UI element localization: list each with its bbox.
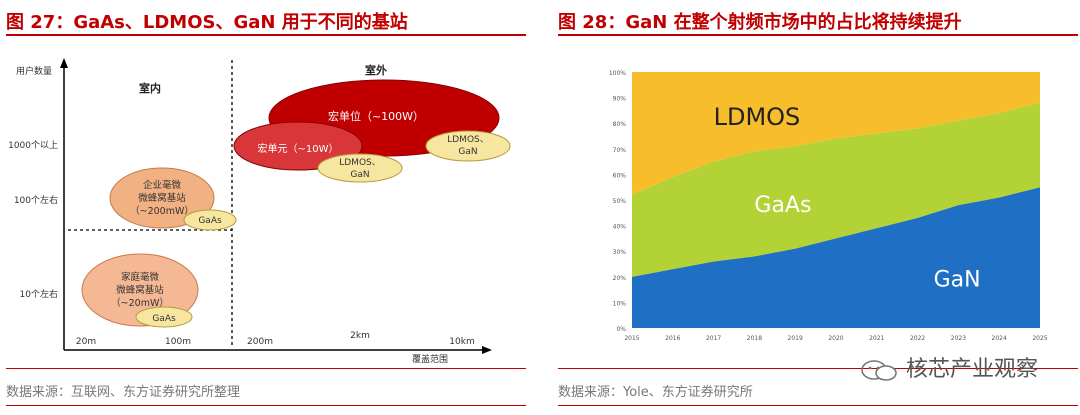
right-title-rule xyxy=(558,34,1078,36)
right-source-rule xyxy=(558,368,1078,369)
x-tick-label: 2021 xyxy=(869,335,884,342)
right-figure-title: 图 28：GaN 在整个射频市场中的占比将持续提升 xyxy=(558,12,962,33)
x-tick-label: 100m xyxy=(165,337,191,347)
enterprise-femtocell-label: 企业毫微 xyxy=(143,179,182,191)
ldmos-gan-macro-bubble xyxy=(425,130,511,162)
home-femtocell-label: （~20mW） xyxy=(111,297,169,309)
x-tick-label: 2023 xyxy=(951,335,966,342)
y-tick-label: 0% xyxy=(616,326,626,333)
gaas-enterprise-label: GaAs xyxy=(198,216,222,226)
right-bottom-rule xyxy=(558,405,1078,406)
x-tick-label: 2017 xyxy=(706,335,721,342)
gaas-home-bubble xyxy=(135,306,193,328)
rf-market-share-chart: 0% 10% 20% 30% 40% 50% 60% 70% 80% 90% 100% GaN GaAs… xyxy=(609,70,1048,342)
gaas-enterprise-bubble xyxy=(183,209,237,231)
wechat-icon xyxy=(861,360,897,381)
y-tick-label: 40% xyxy=(613,224,627,231)
left-figure-panel: 图 27：GaAs、LDMOS、GaN 用于不同的基站 用户数量 覆盖范围 10… xyxy=(0,0,530,415)
ldmos-gan-micro-label: GaN xyxy=(350,170,369,180)
left-bottom-rule xyxy=(6,405,526,406)
region-indoor-label: 室内 xyxy=(139,81,161,95)
y-tick-label: 100个左右 xyxy=(14,194,58,206)
x-tick-label: 2024 xyxy=(992,335,1007,342)
enterprise-femtocell-label: 微蜂窝基站 xyxy=(138,192,186,204)
x-tick-label: 2020 xyxy=(828,335,843,342)
x-tick-label: 2km xyxy=(350,331,370,341)
y-tick-label: 30% xyxy=(613,249,627,256)
x-tick-label: 2015 xyxy=(624,335,639,342)
area-gan-series xyxy=(632,187,1040,328)
x-tick-label: 2018 xyxy=(747,335,762,342)
x-tick-label: 2022 xyxy=(910,335,925,342)
series-label-ldmos: LDMOS xyxy=(714,103,801,131)
enterprise-femtocell-bubble xyxy=(109,167,215,229)
watermark-text: 核芯产业观察 xyxy=(905,357,1038,382)
y-tick-label: 100% xyxy=(609,70,626,77)
x-axis-arrow xyxy=(482,346,492,354)
y-tick-label: 10个左右 xyxy=(20,288,58,300)
series-label-gaas: GaAs xyxy=(754,193,811,218)
enterprise-femtocell-label: （~200mW） xyxy=(130,205,194,217)
left-title-rule xyxy=(6,34,526,36)
watermark: 核芯产业观察 xyxy=(859,351,1038,383)
macro-cell-label: 宏单位（~100W） xyxy=(328,109,424,123)
y-tick-label: 1000个以上 xyxy=(8,140,58,151)
x-tick-label: 200m xyxy=(247,337,273,347)
x-tick-label: 10km xyxy=(449,337,474,347)
base-station-diagram: 用户数量 覆盖范围 1000个以上 100个左右 10个左右 20m 100m … xyxy=(8,58,511,365)
y-tick-label: 90% xyxy=(613,96,627,103)
x-tick-label: 2016 xyxy=(665,335,680,342)
home-femtocell-label: 家庭毫微 xyxy=(121,271,160,283)
y-tick-label: 60% xyxy=(613,172,627,179)
area-gaas-series xyxy=(632,102,1040,277)
y-tick-label: 10% xyxy=(613,300,627,307)
y-tick-label: 70% xyxy=(613,147,627,154)
x-tick-label: 2025 xyxy=(1032,335,1047,342)
ldmos-gan-macro-label: GaN xyxy=(458,147,477,157)
ldmos-gan-micro-label: LDMOS、 xyxy=(339,158,381,168)
right-figure-panel: 图 28：GaN 在整个射频市场中的占比将持续提升 0% 10% 20% 30% 40%… xyxy=(552,0,1080,415)
series-label-gan: GaN xyxy=(934,267,981,292)
x-axis-label: 覆盖范围 xyxy=(412,353,448,365)
left-source-note: 数据来源：互联网、东方证券研究所整理 xyxy=(6,385,241,400)
y-axis-arrow xyxy=(60,58,68,68)
home-femtocell-label: 微蜂窝基站 xyxy=(116,284,164,296)
right-source-note: 数据来源：Yole、东方证券研究所 xyxy=(558,385,753,400)
x-tick-label: 2019 xyxy=(788,335,803,342)
y-tick-label: 50% xyxy=(613,198,627,205)
y-tick-label: 80% xyxy=(613,121,627,128)
y-axis-label: 用户数量 xyxy=(16,65,52,77)
ldmos-gan-micro-bubble xyxy=(317,153,403,183)
region-outdoor-label: 室外 xyxy=(365,63,387,77)
micro-cell-label: 宏单元（~10W） xyxy=(258,142,339,155)
y-tick-label: 20% xyxy=(613,275,627,282)
x-tick-label: 20m xyxy=(76,337,96,347)
gaas-home-label: GaAs xyxy=(152,314,176,324)
left-source-rule xyxy=(6,368,526,369)
area-ldmos-series xyxy=(632,72,1040,195)
ldmos-gan-macro-label: LDMOS、 xyxy=(447,135,489,145)
left-figure-title: 图 27：GaAs、LDMOS、GaN 用于不同的基站 xyxy=(6,12,408,33)
